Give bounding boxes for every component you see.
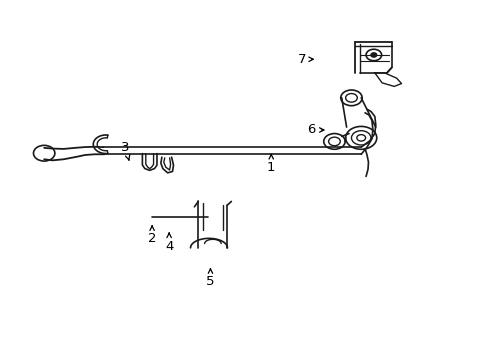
Text: 3: 3 (121, 141, 129, 160)
Text: 5: 5 (206, 269, 214, 288)
Circle shape (370, 53, 376, 57)
Text: 1: 1 (266, 154, 275, 174)
Text: 4: 4 (164, 233, 173, 253)
Text: 6: 6 (307, 123, 323, 136)
Text: 7: 7 (297, 53, 313, 66)
Text: 2: 2 (147, 226, 156, 246)
